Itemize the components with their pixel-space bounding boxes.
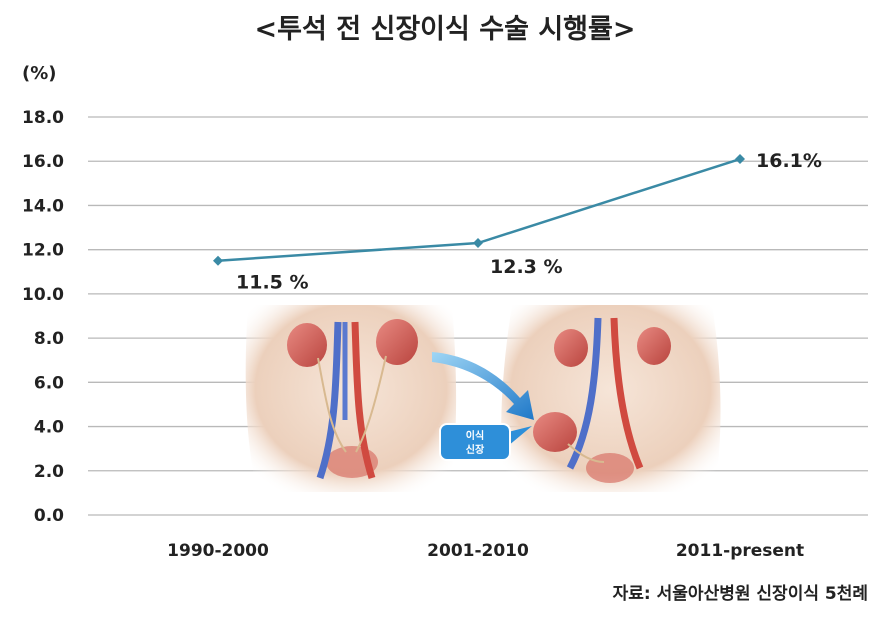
data-point-marker: [213, 255, 223, 266]
y-axis-unit-label: (%): [22, 63, 57, 84]
transplant-arrow-icon: [432, 352, 534, 420]
callout-label-line2: 신장: [466, 443, 485, 456]
torso-before-transplant: [245, 305, 457, 492]
y-tick-label: 12.0: [22, 241, 64, 261]
data-label: 11.5 %: [236, 272, 309, 294]
y-tick-label: 14.0: [22, 196, 64, 216]
y-tick-label: 10.0: [22, 285, 64, 305]
y-tick-label: 18.0: [22, 108, 64, 128]
gridlines: [88, 116, 868, 516]
x-tick-label: 1990-2000: [167, 541, 269, 561]
data-label: 12.3 %: [490, 256, 563, 278]
transplant-kidney-callout: 이식 신장: [439, 423, 532, 461]
y-tick-label: 16.0: [22, 152, 64, 172]
torso-after-transplant: [501, 305, 721, 492]
kidney-illustration: 이식 신장: [245, 305, 721, 492]
callout-label-line1: 이식: [466, 429, 484, 442]
y-tick-label: 4.0: [34, 418, 64, 438]
y-tick-label: 6.0: [34, 373, 64, 393]
data-point-marker: [735, 154, 745, 165]
y-axis-tick-labels: 0.0 2.0 4.0 6.0 8.0 10.0 12.0 14.0 16.0 18.0: [22, 108, 64, 526]
y-tick-label: 0.0: [34, 506, 64, 526]
source-note: 자료: 서울아산병원 신장이식 5천례: [613, 584, 868, 604]
data-point-marker: [473, 238, 483, 249]
y-tick-label: 8.0: [34, 329, 64, 349]
series-line-layer: 11.5 % 12.3 % 16.1%: [213, 150, 822, 294]
x-tick-label: 2011-present: [676, 541, 804, 561]
x-tick-label: 2001-2010: [427, 541, 529, 561]
x-axis-tick-labels: 1990-2000 2001-2010 2011-present: [167, 541, 804, 561]
chart-title: <투석 전 신장이식 수술 시행률>: [255, 14, 636, 45]
data-label: 16.1%: [756, 150, 822, 172]
y-tick-label: 2.0: [34, 462, 64, 482]
